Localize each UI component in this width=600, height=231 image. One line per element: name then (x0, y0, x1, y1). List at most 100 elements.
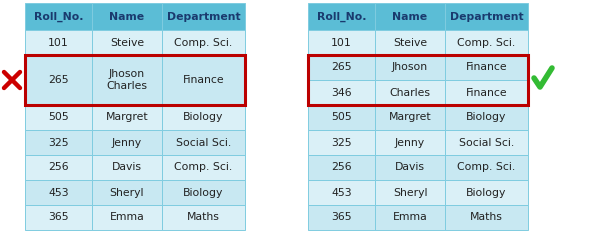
Text: Biology: Biology (466, 112, 506, 122)
Text: Jhoson: Jhoson (392, 63, 428, 73)
Text: Sheryl: Sheryl (393, 188, 427, 198)
Bar (25, 55, 245, 105)
Text: Jhoson
Charles: Jhoson Charles (107, 69, 148, 91)
Text: Social Sci.: Social Sci. (459, 137, 514, 148)
Bar (445, 55, 528, 80)
Text: Biology: Biology (466, 188, 506, 198)
Text: 453: 453 (48, 188, 69, 198)
Bar (445, 205, 528, 230)
Text: Davis: Davis (395, 162, 425, 173)
Bar (25, 30, 92, 55)
Bar (25, 105, 92, 130)
Bar (308, 130, 375, 155)
Text: Biology: Biology (184, 188, 224, 198)
Text: 453: 453 (331, 188, 352, 198)
Text: Department: Department (449, 12, 523, 21)
Bar (375, 55, 445, 80)
Text: 505: 505 (331, 112, 352, 122)
Bar (375, 3, 445, 30)
Text: Sheryl: Sheryl (110, 188, 144, 198)
Text: 101: 101 (331, 37, 352, 48)
Text: Comp. Sci.: Comp. Sci. (457, 162, 515, 173)
Text: 325: 325 (331, 137, 352, 148)
Bar (308, 180, 375, 205)
Bar (375, 205, 445, 230)
Bar (92, 105, 162, 130)
Text: Finance: Finance (182, 75, 224, 85)
Text: Emma: Emma (392, 213, 427, 222)
Text: 365: 365 (331, 213, 352, 222)
Text: Margret: Margret (106, 112, 148, 122)
Bar (162, 55, 245, 105)
Bar (92, 155, 162, 180)
Text: Charles: Charles (389, 88, 431, 97)
Text: Comp. Sci.: Comp. Sci. (175, 37, 233, 48)
Bar (25, 55, 92, 105)
Bar (445, 80, 528, 105)
Bar (445, 105, 528, 130)
Text: 346: 346 (331, 88, 352, 97)
Bar (92, 3, 162, 30)
Text: Maths: Maths (470, 213, 503, 222)
Bar (308, 155, 375, 180)
Bar (375, 105, 445, 130)
Bar (162, 105, 245, 130)
Text: Roll_No.: Roll_No. (317, 11, 366, 22)
Bar (162, 205, 245, 230)
Bar (162, 180, 245, 205)
Bar (308, 30, 375, 55)
Text: Social Sci.: Social Sci. (176, 137, 231, 148)
Text: Jenny: Jenny (395, 137, 425, 148)
Bar (445, 155, 528, 180)
Bar (445, 130, 528, 155)
Bar (308, 55, 528, 105)
Bar (445, 3, 528, 30)
Text: Comp. Sci.: Comp. Sci. (175, 162, 233, 173)
Text: 265: 265 (331, 63, 352, 73)
Bar (308, 105, 375, 130)
Bar (162, 30, 245, 55)
Bar (308, 205, 375, 230)
Bar (92, 180, 162, 205)
Bar (375, 30, 445, 55)
Bar (92, 30, 162, 55)
Text: Emma: Emma (110, 213, 145, 222)
Text: 256: 256 (48, 162, 69, 173)
Bar (308, 3, 375, 30)
Bar (308, 55, 375, 80)
Text: Steive: Steive (110, 37, 144, 48)
Text: 505: 505 (48, 112, 69, 122)
Bar (25, 130, 92, 155)
Bar (375, 80, 445, 105)
Text: 101: 101 (48, 37, 69, 48)
Bar (92, 130, 162, 155)
Bar (375, 180, 445, 205)
Bar (25, 3, 92, 30)
Bar (25, 180, 92, 205)
Text: Comp. Sci.: Comp. Sci. (457, 37, 515, 48)
Text: Davis: Davis (112, 162, 142, 173)
Bar (25, 205, 92, 230)
Bar (25, 155, 92, 180)
Bar (308, 80, 375, 105)
Bar (162, 155, 245, 180)
Text: 365: 365 (48, 213, 69, 222)
Text: Department: Department (167, 12, 241, 21)
Text: 265: 265 (48, 75, 69, 85)
Bar (162, 3, 245, 30)
Text: 256: 256 (331, 162, 352, 173)
Text: 325: 325 (48, 137, 69, 148)
Text: Finance: Finance (466, 63, 508, 73)
Bar (445, 180, 528, 205)
Bar (445, 30, 528, 55)
Text: Steive: Steive (393, 37, 427, 48)
Text: Name: Name (109, 12, 145, 21)
Bar (92, 205, 162, 230)
Bar (375, 155, 445, 180)
Bar (375, 130, 445, 155)
Bar (92, 55, 162, 105)
Text: Jenny: Jenny (112, 137, 142, 148)
Text: Margret: Margret (389, 112, 431, 122)
Bar (162, 130, 245, 155)
Text: Finance: Finance (466, 88, 508, 97)
